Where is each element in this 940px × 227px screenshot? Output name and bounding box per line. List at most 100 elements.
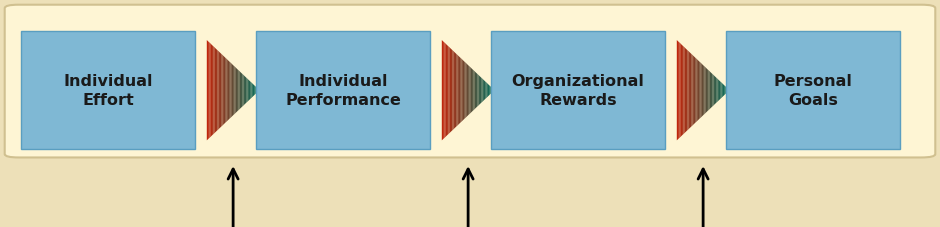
Polygon shape (442, 41, 443, 141)
Polygon shape (484, 81, 485, 101)
Polygon shape (475, 72, 476, 110)
Polygon shape (487, 83, 488, 98)
FancyBboxPatch shape (22, 32, 196, 150)
Polygon shape (709, 71, 710, 111)
Polygon shape (249, 81, 250, 101)
Polygon shape (480, 77, 481, 104)
Text: Personal
Goals: Personal Goals (774, 74, 853, 108)
Polygon shape (246, 78, 247, 103)
Polygon shape (212, 46, 213, 136)
Polygon shape (221, 55, 223, 127)
Polygon shape (252, 83, 253, 98)
Polygon shape (690, 53, 691, 128)
Polygon shape (691, 55, 693, 127)
Polygon shape (696, 58, 697, 123)
Polygon shape (258, 90, 259, 92)
Polygon shape (469, 67, 471, 114)
FancyBboxPatch shape (256, 32, 430, 150)
Text: Individual
Performance: Individual Performance (285, 74, 401, 108)
Polygon shape (481, 78, 482, 103)
Polygon shape (233, 66, 234, 116)
Polygon shape (250, 82, 252, 99)
Polygon shape (234, 67, 236, 114)
Polygon shape (682, 46, 683, 136)
Polygon shape (245, 77, 246, 104)
Polygon shape (488, 85, 489, 97)
Polygon shape (445, 43, 446, 138)
Polygon shape (216, 50, 217, 132)
Polygon shape (680, 43, 681, 138)
Polygon shape (703, 66, 704, 116)
Polygon shape (214, 48, 216, 133)
FancyBboxPatch shape (5, 6, 935, 158)
Polygon shape (677, 41, 678, 141)
FancyBboxPatch shape (491, 32, 666, 150)
Polygon shape (474, 71, 475, 111)
Polygon shape (717, 79, 719, 102)
Polygon shape (726, 87, 727, 94)
Polygon shape (243, 76, 245, 106)
Polygon shape (699, 62, 700, 119)
Polygon shape (492, 88, 494, 93)
Polygon shape (700, 63, 702, 118)
Polygon shape (684, 48, 686, 133)
Polygon shape (727, 88, 728, 93)
Polygon shape (230, 63, 232, 118)
Polygon shape (683, 47, 684, 134)
Polygon shape (681, 44, 682, 137)
Polygon shape (451, 50, 452, 132)
Polygon shape (482, 79, 484, 102)
Polygon shape (723, 85, 724, 97)
Polygon shape (704, 67, 706, 114)
Polygon shape (697, 61, 699, 121)
Polygon shape (728, 90, 729, 92)
Polygon shape (693, 56, 694, 126)
Polygon shape (213, 47, 214, 134)
FancyBboxPatch shape (726, 32, 901, 150)
Polygon shape (454, 52, 455, 129)
Polygon shape (237, 69, 239, 112)
Polygon shape (223, 56, 224, 126)
Polygon shape (694, 57, 696, 124)
Polygon shape (229, 62, 230, 119)
Polygon shape (491, 87, 492, 94)
Polygon shape (456, 55, 458, 127)
Polygon shape (707, 69, 709, 112)
Polygon shape (713, 76, 715, 106)
Polygon shape (462, 61, 464, 121)
Polygon shape (256, 87, 257, 94)
Text: Organizational
Rewards: Organizational Rewards (511, 74, 645, 108)
Polygon shape (241, 73, 243, 108)
Polygon shape (710, 72, 711, 110)
Text: Individual
Effort: Individual Effort (63, 74, 153, 108)
Polygon shape (247, 79, 249, 102)
Polygon shape (716, 78, 717, 103)
Polygon shape (468, 66, 469, 116)
Polygon shape (689, 52, 690, 129)
Polygon shape (236, 68, 237, 113)
Polygon shape (458, 56, 459, 126)
Polygon shape (472, 69, 474, 112)
Polygon shape (447, 46, 448, 136)
Polygon shape (485, 82, 487, 99)
Polygon shape (678, 42, 680, 139)
Polygon shape (464, 62, 465, 119)
Polygon shape (476, 73, 478, 108)
Polygon shape (715, 77, 716, 104)
Polygon shape (686, 50, 687, 132)
Polygon shape (210, 43, 211, 138)
Polygon shape (722, 83, 723, 98)
Polygon shape (257, 88, 258, 93)
Polygon shape (226, 58, 227, 123)
Polygon shape (207, 41, 208, 141)
Polygon shape (465, 63, 467, 118)
Polygon shape (239, 71, 240, 111)
Polygon shape (467, 64, 468, 117)
Polygon shape (719, 81, 720, 101)
Polygon shape (208, 42, 210, 139)
Polygon shape (720, 82, 722, 99)
Polygon shape (489, 86, 491, 96)
Polygon shape (217, 51, 219, 131)
Polygon shape (232, 64, 233, 117)
Polygon shape (459, 57, 461, 124)
